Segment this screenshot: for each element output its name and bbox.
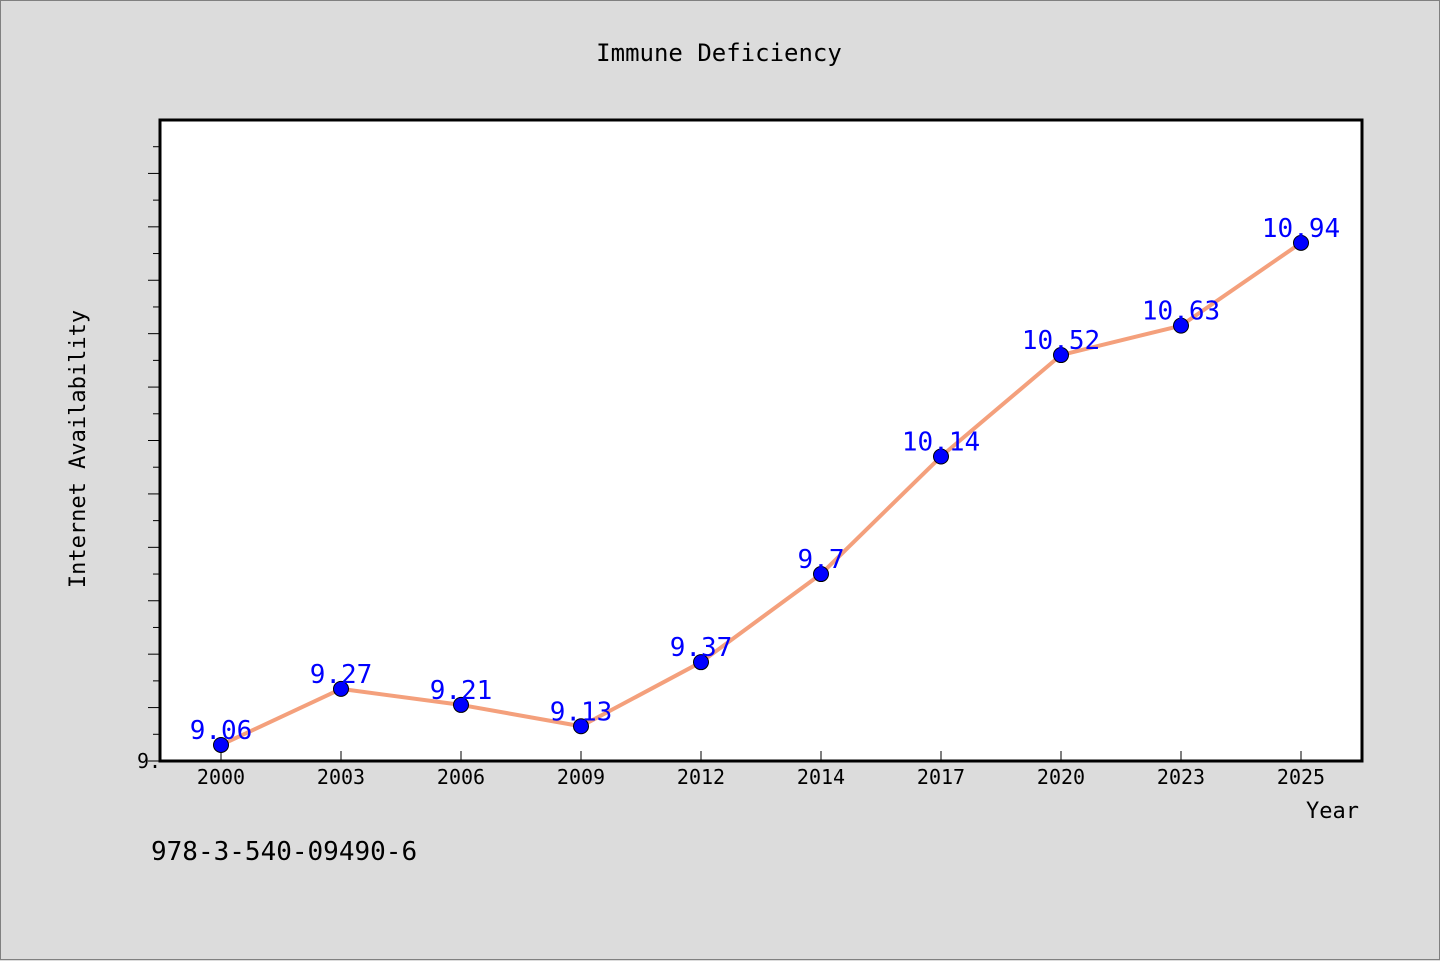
x-tick-label: 2006 (437, 765, 485, 789)
data-point (1173, 317, 1189, 334)
x-axis-label: Year (1306, 799, 1359, 824)
x-tick-label: 2014 (797, 765, 845, 789)
y-tick-label: 9. (137, 749, 161, 773)
x-tick-label: 2025 (1277, 765, 1325, 789)
data-point (693, 654, 709, 671)
x-tick-label: 2017 (917, 765, 965, 789)
x-tick-label: 2000 (197, 765, 245, 789)
data-label: 9.06 (190, 716, 253, 746)
data-point (213, 736, 229, 753)
data-point (1053, 347, 1069, 364)
data-label: 10.14 (902, 428, 980, 458)
data-label: 9.27 (310, 660, 373, 690)
data-label: 9.21 (430, 676, 493, 706)
data-point (933, 448, 949, 465)
data-point (453, 696, 469, 713)
plot-area (158, 118, 1364, 763)
data-label: 10.63 (1142, 297, 1220, 327)
footer-code: 978-3-540-09490-6 (151, 837, 418, 867)
x-tick-label: 2009 (557, 765, 605, 789)
data-point (573, 718, 589, 735)
data-label: 10.52 (1022, 326, 1100, 356)
data-label: 9.37 (670, 633, 733, 663)
y-axis-label: Internet Availability (66, 310, 91, 588)
x-axis-ticks: 2000 2003 2006 2009 2012 2014 2017 2020 2023 2025 (197, 751, 1325, 789)
data-point (813, 566, 829, 583)
data-point (333, 680, 349, 697)
x-tick-label: 2003 (317, 765, 365, 789)
chart-title: Immune Deficiency (596, 39, 842, 67)
x-tick-label: 2020 (1037, 765, 1085, 789)
series-line-group: 9.06 9.27 9.21 9.13 9.37 9.7 10.14 10.52 10.63 10… (190, 214, 1340, 753)
x-tick-label: 2012 (677, 765, 725, 789)
x-tick-label: 2023 (1157, 765, 1205, 789)
data-label: 9.7 (798, 545, 845, 575)
data-label: 10.94 (1262, 214, 1340, 244)
y-axis-ticks (148, 146, 160, 762)
data-point (1293, 234, 1309, 251)
data-label: 9.13 (550, 697, 613, 727)
series-line (220, 241, 1303, 747)
